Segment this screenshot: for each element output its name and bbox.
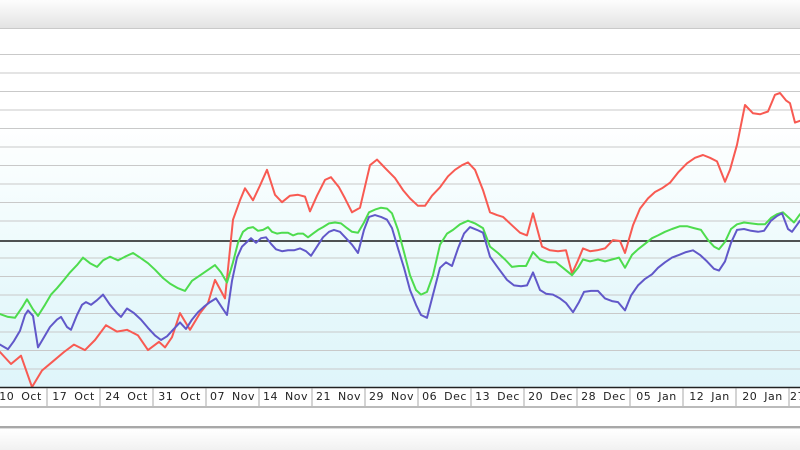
footer-strip (0, 429, 800, 450)
top-toolbar (0, 0, 800, 29)
series-line-green (0, 206, 800, 319)
x-axis-label: 06 Dec (422, 390, 467, 403)
plot-area[interactable] (0, 30, 800, 388)
x-axis-label: 14 Nov (263, 390, 308, 403)
series-line-red (0, 92, 800, 389)
x-axis-label: 17 Oct (52, 390, 95, 403)
x-axis-label: 05 Jan (636, 390, 677, 403)
x-axis-label: 28 Dec (581, 390, 626, 403)
x-axis-label: 31 Oct (158, 390, 201, 403)
x-axis-label: 07 Nov (210, 390, 255, 403)
x-axis-label: 10 Oct (0, 390, 42, 403)
x-axis-labels: 10 Oct 17 Oct 24 Oct 31 Oct 07 Nov 14 Nov 21 N… (0, 389, 800, 407)
series-line-blue (0, 212, 800, 351)
x-axis-label: 21 Nov (316, 390, 361, 403)
x-axis-label: 12 Jan (689, 390, 730, 403)
x-axis-label: 20 Jan (742, 390, 783, 403)
x-axis-label: 24 Oct (105, 390, 148, 403)
x-axis-label: 20 Dec (528, 390, 573, 403)
x-axis-label: 13 Dec (475, 390, 520, 403)
bottom-divider (0, 426, 800, 429)
x-axis-label: 29 Nov (369, 390, 414, 403)
x-axis-label: 27 (790, 390, 800, 403)
